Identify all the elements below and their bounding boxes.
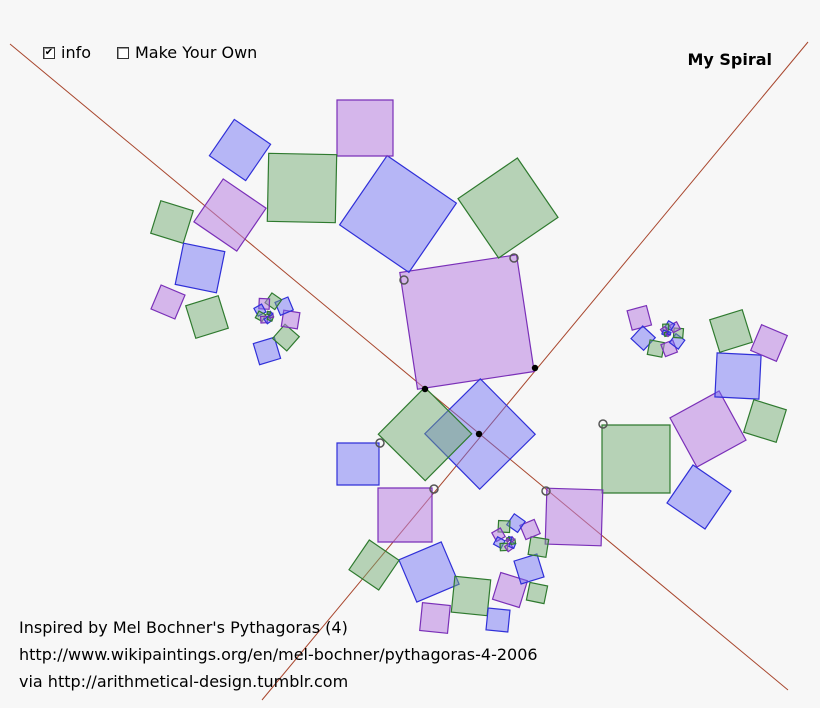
info-checkbox-box[interactable]: ✔	[43, 46, 55, 59]
square	[450, 575, 492, 617]
draggable-point-solid[interactable]	[421, 385, 429, 393]
spiral-left-square	[258, 297, 271, 310]
spiral-bottom-square	[527, 535, 550, 558]
draggable-point-solid[interactable]	[531, 364, 539, 372]
draggable-point-hollow[interactable]	[429, 484, 439, 494]
draggable-point-hollow[interactable]	[399, 275, 409, 285]
square	[150, 284, 186, 320]
make-your-own-checkbox[interactable]: Make Your Own	[117, 43, 257, 62]
credit-line-tumblr-url[interactable]: via http://arithmetical-design.tumblr.co…	[19, 672, 349, 691]
square	[669, 390, 747, 468]
square	[348, 539, 400, 591]
draggable-point-hollow[interactable]	[509, 253, 519, 263]
diagonal-line-nw-se	[9, 43, 789, 691]
credits: Inspired by Mel Bochner's Pythagoras (4)…	[19, 614, 538, 695]
make-your-own-checkbox-box[interactable]	[117, 46, 129, 59]
square	[149, 199, 195, 245]
make-your-own-checkbox-label: Make Your Own	[135, 43, 258, 62]
square	[336, 99, 394, 157]
spiral-bottom-square	[505, 512, 527, 534]
spiral-right-square	[668, 320, 682, 334]
square	[457, 157, 559, 259]
square	[491, 571, 529, 609]
spiral-bottom-square	[492, 535, 506, 550]
spiral-right-square	[626, 304, 653, 331]
square	[338, 154, 458, 274]
square	[398, 541, 460, 603]
spiral-left-square	[280, 309, 301, 330]
control-points[interactable]	[375, 253, 608, 496]
spiral-left-square	[266, 310, 272, 316]
square-spirals	[149, 99, 789, 634]
square	[666, 464, 732, 530]
square	[174, 242, 226, 294]
square	[525, 581, 549, 605]
square	[714, 352, 762, 400]
square	[184, 294, 230, 340]
spiral-right-square	[666, 330, 672, 336]
square	[193, 178, 267, 252]
square	[742, 398, 788, 444]
spiral-bottom-square	[504, 537, 511, 543]
square	[708, 308, 754, 354]
spiral-bottom-square	[490, 527, 507, 543]
page-title: My Spiral	[687, 50, 772, 69]
draggable-point-solid[interactable]	[475, 430, 483, 438]
square	[749, 323, 789, 363]
square	[601, 424, 671, 494]
square	[485, 607, 511, 633]
center-square	[399, 254, 535, 390]
info-checkbox-label: info	[61, 43, 92, 62]
square	[419, 602, 451, 634]
info-checkbox[interactable]: ✔ info	[43, 43, 91, 62]
spiral-bottom-square	[519, 518, 541, 541]
spiral-right-square	[660, 339, 679, 358]
square	[266, 152, 338, 224]
draggable-point-hollow[interactable]	[541, 486, 551, 496]
draggable-point-hollow[interactable]	[598, 419, 608, 429]
credit-line-wikipaintings-url[interactable]: http://www.wikipaintings.org/en/mel-boch…	[19, 645, 538, 664]
square	[513, 553, 545, 585]
square	[377, 487, 433, 543]
square	[377, 386, 473, 482]
spiral-left-square	[274, 296, 295, 317]
square	[544, 487, 604, 547]
credit-line-inspiration: Inspired by Mel Bochner's Pythagoras (4)	[19, 618, 348, 637]
draggable-point-hollow[interactable]	[375, 438, 385, 448]
square	[208, 118, 272, 182]
square	[336, 442, 380, 486]
